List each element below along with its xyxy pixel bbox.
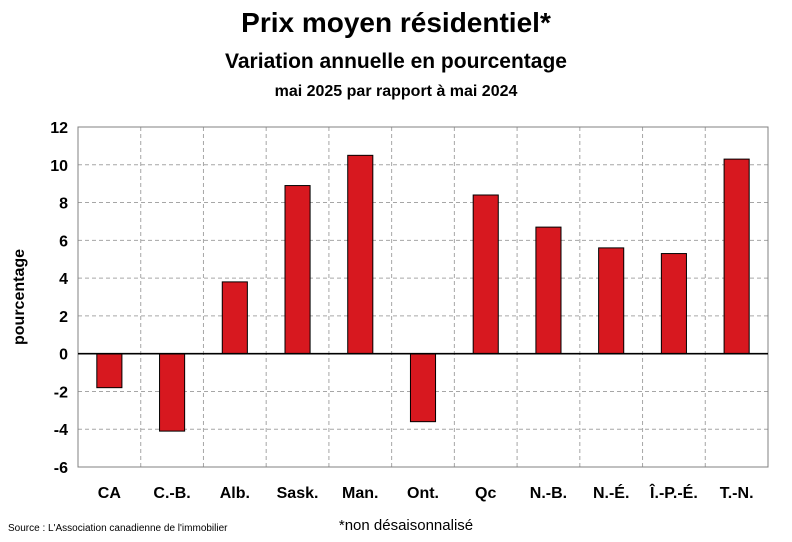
x-tick-label: N.-B. — [530, 485, 567, 502]
bar-CA — [96, 353, 123, 389]
grid-lines — [78, 127, 768, 467]
x-tick-label: T.-N. — [720, 485, 754, 502]
y-tick-label: -4 — [54, 422, 68, 439]
y-axis-label: pourcentage — [11, 249, 28, 345]
bar-Qc — [472, 194, 499, 355]
y-tick-label: 4 — [59, 271, 68, 288]
bar-Alb. — [221, 281, 248, 355]
footnote: *non désaisonnalisé — [338, 517, 474, 534]
bar-Ont. — [409, 353, 437, 423]
y-tick-label: 6 — [59, 233, 68, 250]
bar-Man. — [347, 154, 374, 355]
x-tick-label: Î.-P.-É. — [649, 483, 698, 502]
y-tick-label: 12 — [50, 120, 68, 137]
x-tick-label: C.-B. — [153, 485, 190, 502]
bar-N.-B. — [535, 226, 562, 355]
x-tick-label: Qc — [475, 485, 496, 502]
chart-subtitle: Variation annuelle en pourcentage — [225, 50, 567, 73]
y-tick-label: 8 — [59, 196, 68, 213]
chart-title: Prix moyen résidentiel* — [241, 7, 551, 38]
y-tick-label: -2 — [54, 384, 68, 401]
x-tick-label: Man. — [342, 485, 378, 502]
x-tick-label: Sask. — [277, 485, 319, 502]
y-tick-label: 0 — [59, 347, 68, 364]
bar-T.-N. — [723, 158, 750, 355]
x-tick-label: CA — [98, 485, 122, 502]
y-tick-label: 2 — [59, 309, 68, 326]
y-tick-label: 10 — [50, 158, 68, 175]
bar-C.-B. — [159, 353, 186, 432]
x-tick-label: Ont. — [407, 485, 439, 502]
bars — [96, 154, 750, 432]
plot-frame — [77, 126, 769, 468]
chart-period: mai 2025 par rapport à mai 2024 — [274, 83, 518, 100]
bar-N.-É. — [598, 247, 625, 355]
y-tick-label: -6 — [54, 460, 68, 477]
x-tick-labels: CA C.-B. Alb. Sask. Man. Ont. Qc N.-B. N.-É. Î.-P… — [98, 483, 754, 502]
y-tick-labels: -6 -4 -2 0 2 4 6 8 10 12 — [50, 120, 68, 477]
bar-Î.-P.-É. — [660, 253, 687, 355]
source-note: Source : L'Association canadienne de l'i… — [8, 523, 228, 534]
x-tick-label: Alb. — [220, 485, 250, 502]
bar-Sask. — [284, 185, 311, 355]
x-tick-label: N.-É. — [593, 483, 629, 502]
